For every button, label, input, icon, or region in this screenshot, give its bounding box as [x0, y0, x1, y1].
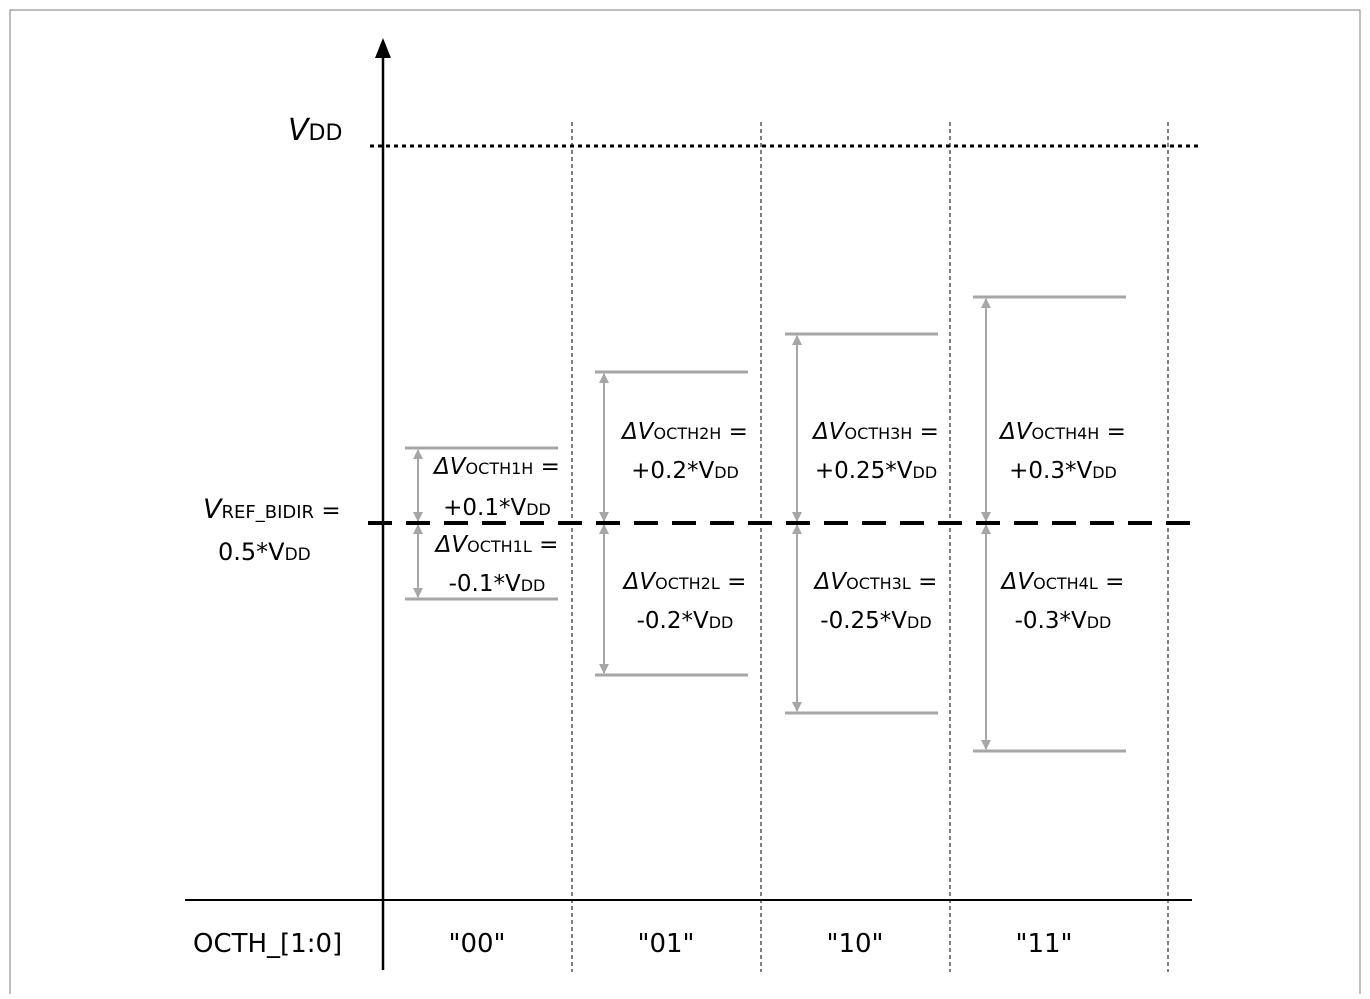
high-delta-label: ΔVOCTH4H = [998, 419, 1126, 445]
octh-code-3: "10" [826, 929, 883, 959]
low-delta-value: -0.2*VDD [637, 608, 734, 634]
low-delta-label: ΔVOCTH1L = [434, 532, 559, 558]
high-delta-label: ΔVOCTH1H = [432, 454, 560, 480]
octh-code-labels: "00" "01" "10" "11" [448, 929, 1072, 959]
octh-axis-label: OCTH_[1:0] [193, 929, 342, 959]
high-delta-value: +0.2*VDD [631, 458, 739, 484]
low-delta-value: -0.3*VDD [1015, 608, 1112, 634]
diagram-frame [9, 9, 1361, 999]
column-separators [571, 122, 1169, 972]
y-axis-arrow-icon [375, 38, 391, 58]
low-delta-label: ΔVOCTH4L = [1000, 569, 1125, 595]
threshold-group-4: ΔVOCTH4H = +0.3*VDD ΔVOCTH4L = -0.3*VDD [973, 295, 1126, 753]
high-delta-value: +0.3*VDD [1009, 458, 1117, 484]
low-delta-value: -0.1*VDD [449, 571, 546, 597]
vref-label: VREF_BIDIR = [203, 494, 341, 525]
octh-code-2: "01" [637, 929, 694, 959]
vref-value: 0.5*VDD [218, 538, 311, 566]
high-delta-value: +0.1*VDD [443, 495, 551, 521]
low-delta-value: -0.25*VDD [820, 608, 931, 634]
high-delta-label: ΔVOCTH3H = [811, 419, 939, 445]
threshold-group-2: ΔVOCTH2H = +0.2*VDD ΔVOCTH2L = -0.2*VDD [595, 370, 748, 677]
vdd-label: VDD [288, 113, 342, 148]
threshold-group-1: ΔVOCTH1H = +0.1*VDD ΔVOCTH1L = -0.1*VDD [405, 446, 560, 601]
threshold-group-3: ΔVOCTH3H = +0.25*VDD ΔVOCTH3L = -0.25*VDD [785, 332, 939, 715]
high-delta-value: +0.25*VDD [815, 458, 937, 484]
low-delta-label: ΔVOCTH2L = [622, 569, 747, 595]
octh-code-1: "00" [448, 929, 505, 959]
low-delta-label: ΔVOCTH3L = [813, 569, 938, 595]
octh-code-4: "11" [1015, 929, 1072, 959]
high-delta-label: ΔVOCTH2H = [620, 419, 748, 445]
